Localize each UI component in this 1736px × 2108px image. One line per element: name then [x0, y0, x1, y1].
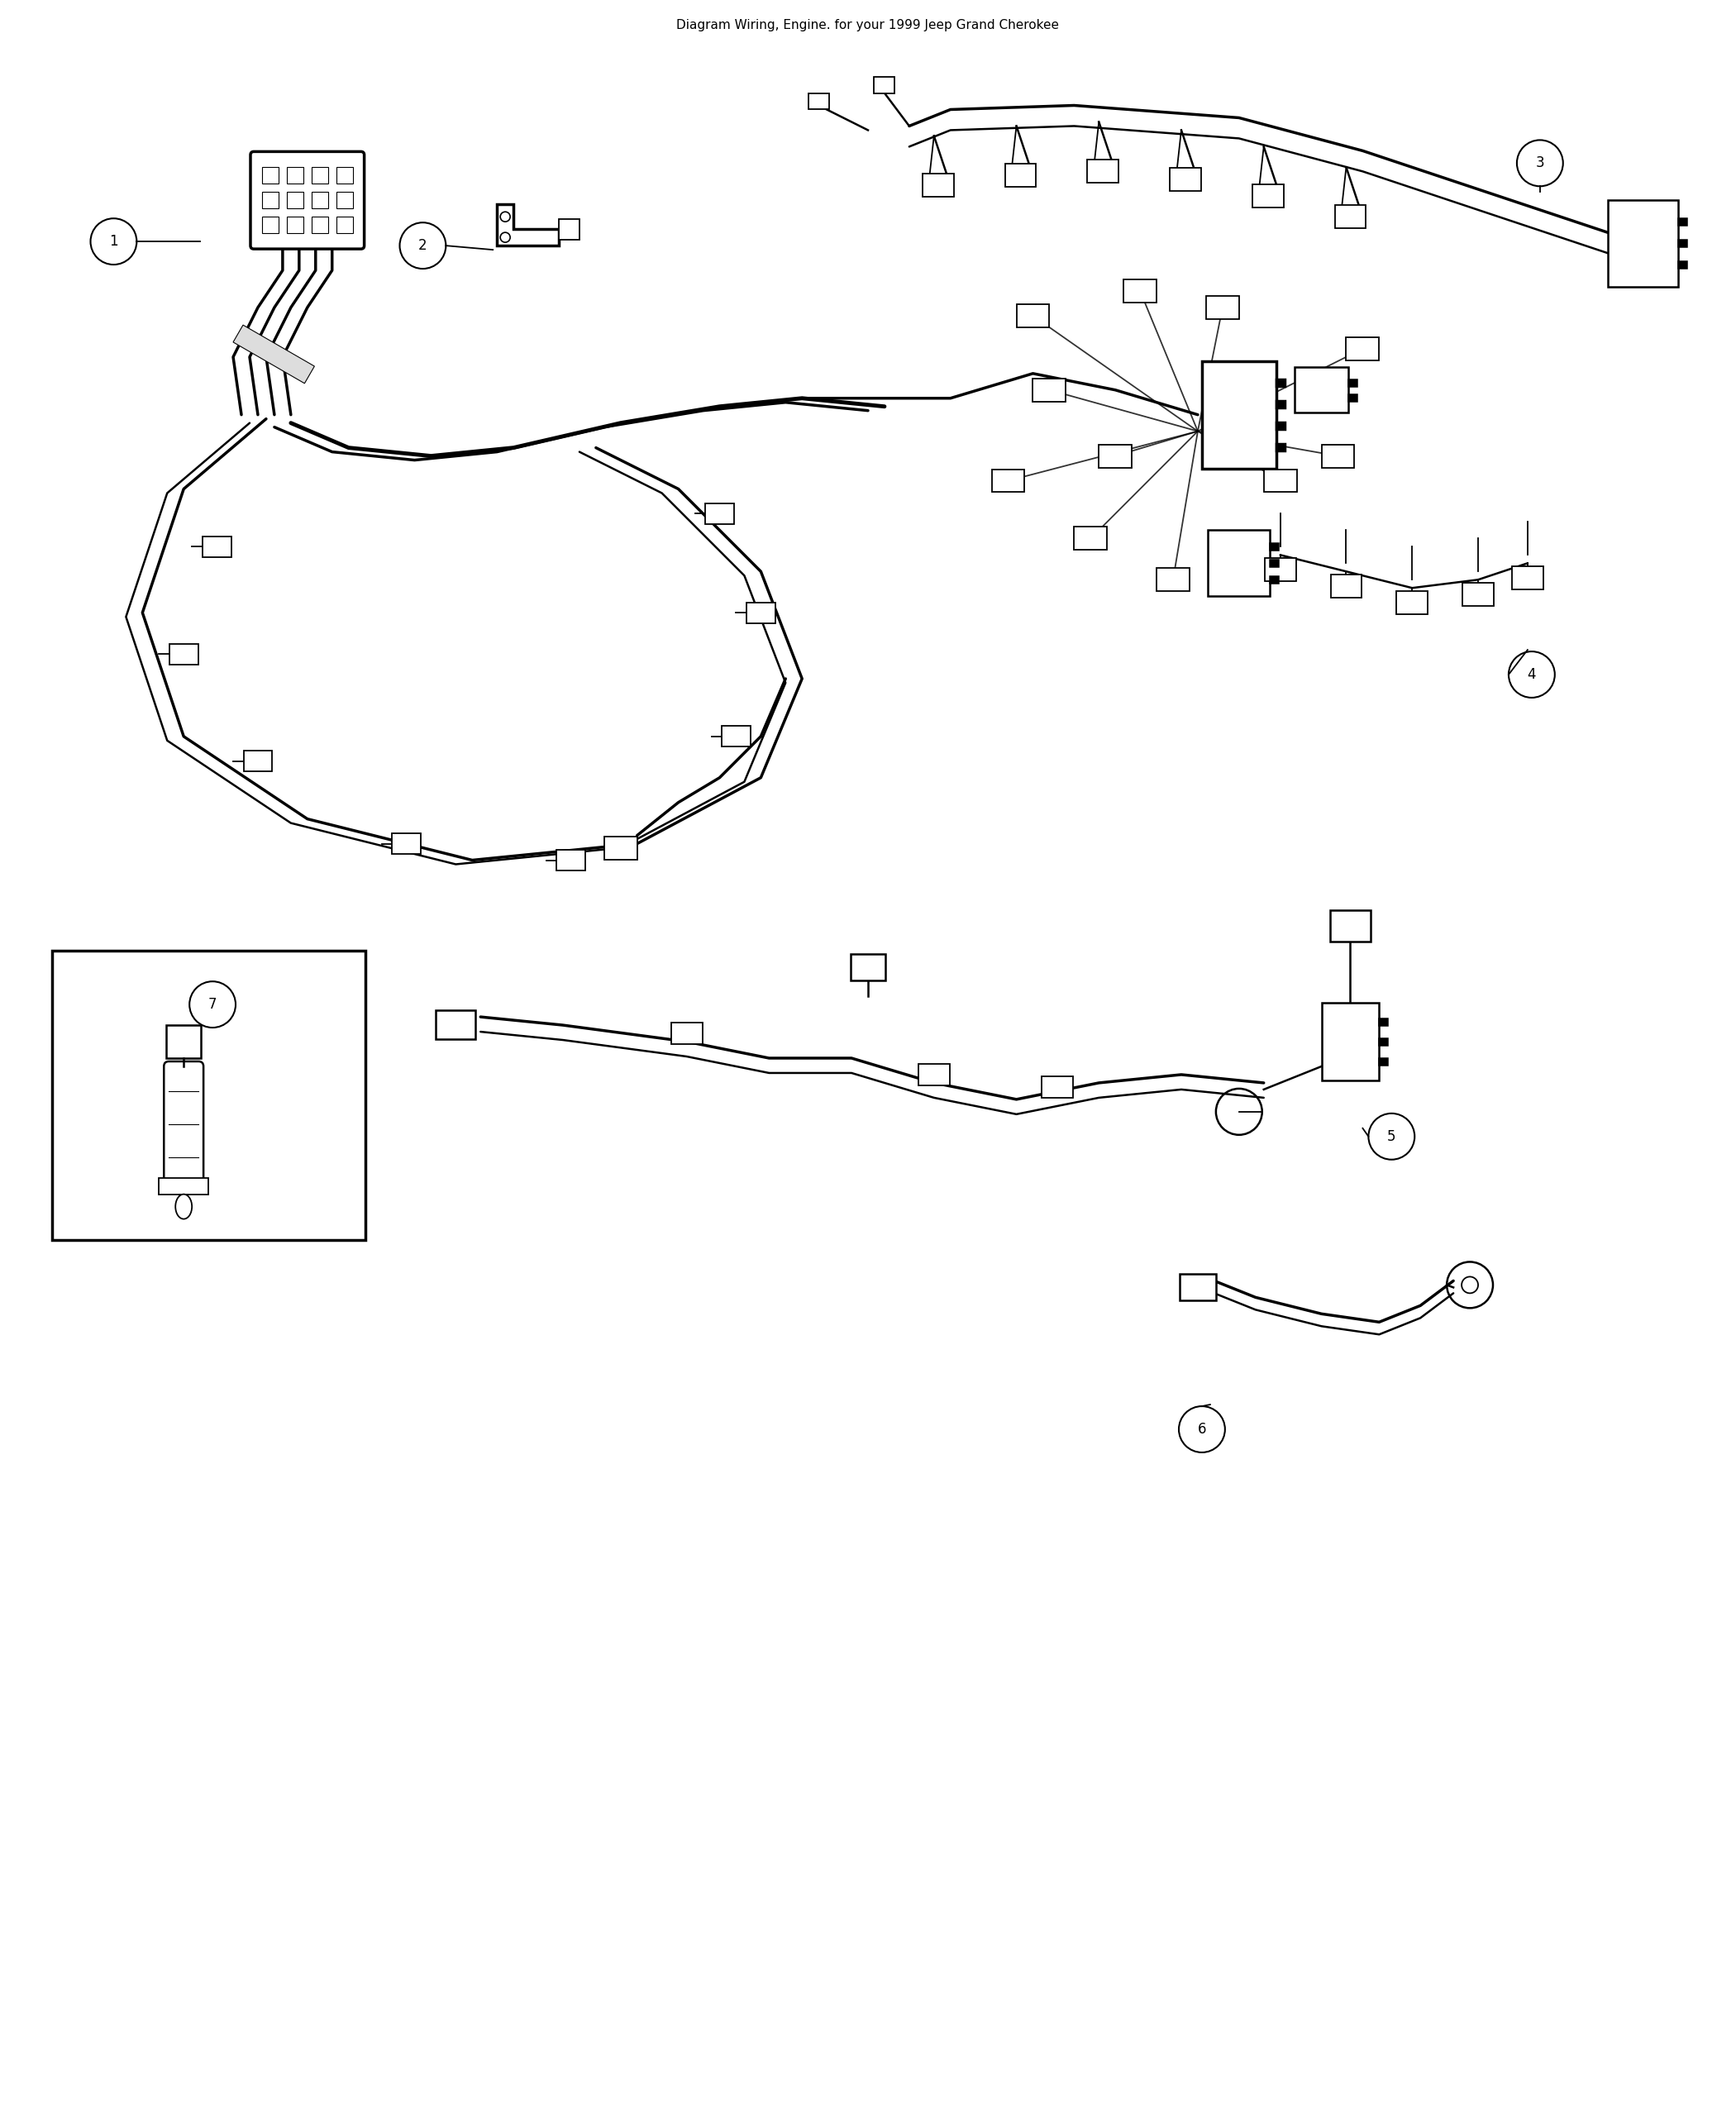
- Ellipse shape: [175, 1195, 193, 1218]
- Bar: [604, 837, 637, 860]
- Bar: [1378, 1039, 1387, 1046]
- Bar: [1679, 261, 1686, 268]
- Bar: [670, 1022, 703, 1043]
- Bar: [875, 76, 894, 93]
- Bar: [1330, 575, 1361, 599]
- Text: 4: 4: [1528, 666, 1536, 683]
- Bar: [1608, 200, 1679, 287]
- Bar: [1295, 367, 1349, 413]
- Bar: [262, 167, 278, 183]
- Bar: [1349, 394, 1356, 401]
- Text: 2: 2: [418, 238, 427, 253]
- Bar: [559, 219, 580, 240]
- Bar: [337, 217, 352, 234]
- Bar: [311, 167, 328, 183]
- Bar: [557, 850, 585, 871]
- Bar: [1156, 569, 1189, 590]
- Bar: [201, 535, 231, 557]
- Bar: [167, 1024, 201, 1058]
- Text: 6: 6: [1198, 1423, 1207, 1438]
- Bar: [337, 192, 352, 209]
- Bar: [746, 603, 776, 624]
- Bar: [922, 173, 953, 196]
- Bar: [1335, 204, 1366, 228]
- Bar: [1271, 561, 1278, 567]
- Circle shape: [500, 232, 510, 242]
- Text: 7: 7: [208, 997, 217, 1012]
- Bar: [233, 325, 314, 384]
- Text: 5: 5: [1387, 1130, 1396, 1145]
- Bar: [1321, 1003, 1378, 1081]
- Text: Diagram Wiring, Engine. for your 1999 Jeep Grand Cherokee: Diagram Wiring, Engine. for your 1999 Je…: [677, 19, 1059, 32]
- Bar: [809, 93, 828, 110]
- Bar: [1679, 219, 1686, 226]
- Bar: [1345, 337, 1378, 360]
- FancyBboxPatch shape: [163, 1062, 203, 1187]
- Bar: [1396, 590, 1427, 613]
- Bar: [991, 470, 1024, 493]
- Bar: [160, 1178, 208, 1195]
- Bar: [1123, 280, 1156, 304]
- Circle shape: [500, 211, 510, 221]
- Bar: [1033, 379, 1066, 401]
- Bar: [1349, 379, 1356, 386]
- Bar: [722, 725, 750, 746]
- Bar: [1005, 164, 1036, 188]
- Bar: [243, 750, 273, 772]
- Bar: [1042, 1077, 1073, 1098]
- Bar: [1462, 584, 1493, 607]
- Bar: [1201, 360, 1276, 468]
- Bar: [1170, 169, 1201, 192]
- Bar: [1099, 445, 1132, 468]
- Bar: [1378, 1018, 1387, 1024]
- Bar: [436, 1010, 476, 1039]
- Bar: [1207, 295, 1240, 318]
- Bar: [1378, 1058, 1387, 1065]
- Bar: [1512, 567, 1543, 590]
- Bar: [851, 955, 885, 980]
- Bar: [1276, 379, 1285, 386]
- Bar: [1208, 531, 1271, 597]
- Bar: [1321, 445, 1354, 468]
- Bar: [311, 192, 328, 209]
- Text: 3: 3: [1536, 156, 1545, 171]
- Bar: [286, 167, 304, 183]
- Bar: [311, 217, 328, 234]
- Bar: [1264, 470, 1297, 493]
- Bar: [1264, 559, 1295, 582]
- Bar: [1276, 443, 1285, 451]
- Bar: [1276, 422, 1285, 428]
- Bar: [1179, 1273, 1217, 1301]
- Bar: [1252, 186, 1283, 209]
- Text: 1: 1: [109, 234, 118, 249]
- Polygon shape: [496, 204, 559, 247]
- Bar: [262, 192, 278, 209]
- Bar: [262, 217, 278, 234]
- Bar: [286, 192, 304, 209]
- Bar: [1330, 911, 1371, 942]
- Bar: [1271, 544, 1278, 550]
- Bar: [1016, 304, 1049, 327]
- Bar: [337, 167, 352, 183]
- Bar: [286, 217, 304, 234]
- Bar: [168, 643, 198, 664]
- Bar: [52, 951, 365, 1240]
- FancyBboxPatch shape: [250, 152, 365, 249]
- Bar: [918, 1065, 950, 1086]
- Bar: [705, 504, 734, 525]
- Bar: [1271, 575, 1278, 584]
- Bar: [1087, 160, 1118, 183]
- Bar: [392, 833, 420, 854]
- Bar: [1075, 527, 1108, 550]
- Bar: [1679, 240, 1686, 247]
- Bar: [1276, 401, 1285, 407]
